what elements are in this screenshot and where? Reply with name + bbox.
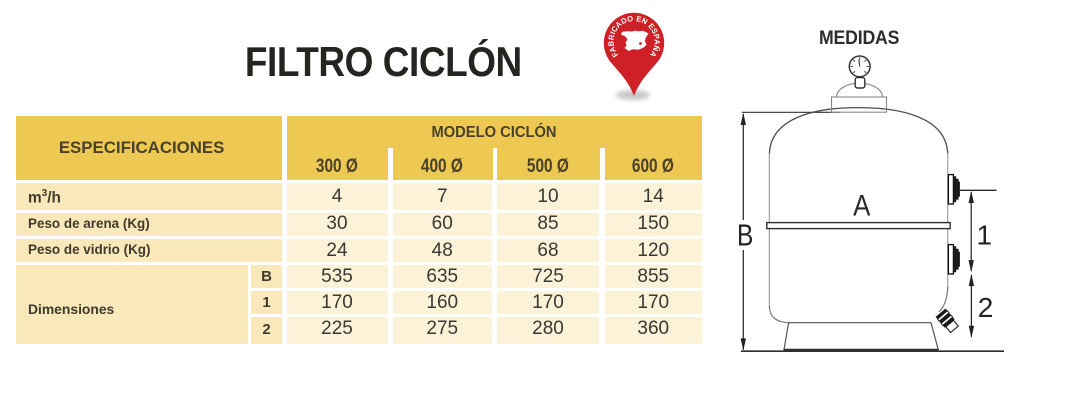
svg-text:B: B (737, 218, 753, 252)
svg-text:1: 1 (977, 220, 993, 251)
svg-text:A: A (853, 189, 871, 222)
svg-text:2: 2 (978, 292, 994, 323)
